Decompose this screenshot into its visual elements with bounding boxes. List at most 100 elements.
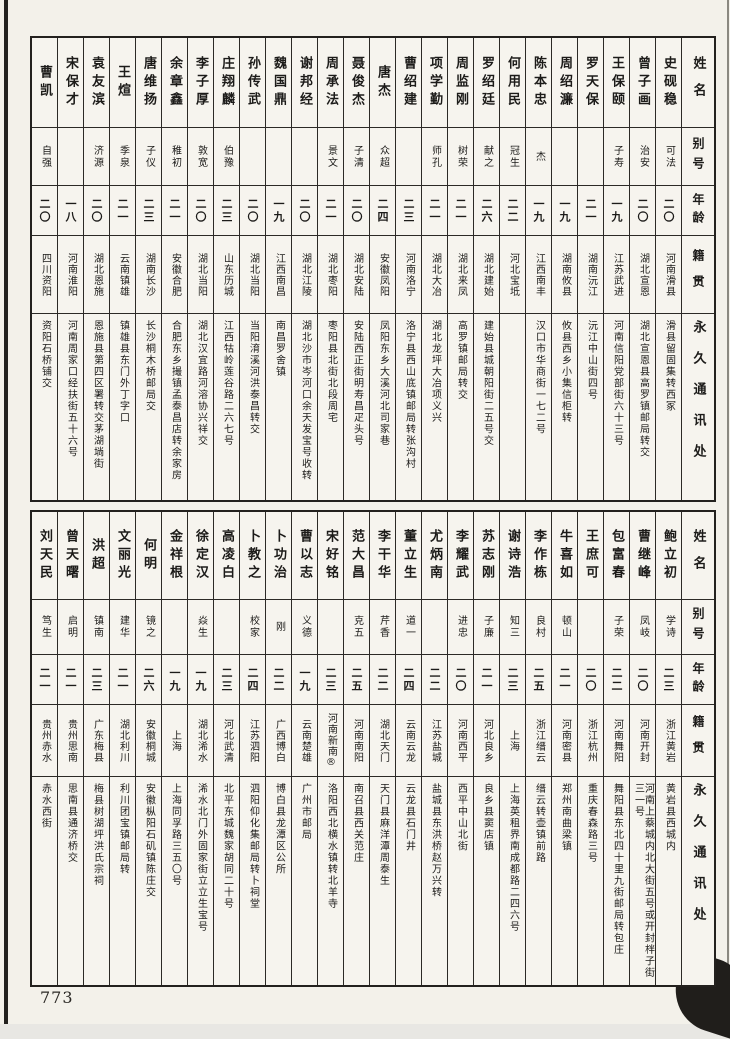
origin-cell: 江苏武进 xyxy=(604,236,629,314)
age-cell: 二二 xyxy=(266,655,291,705)
name-cell: 罗天保 xyxy=(578,38,603,128)
person-alias: 济源 xyxy=(91,144,103,169)
alias-cell: 自强 xyxy=(32,128,57,186)
alias-cell: 伯豫 xyxy=(214,128,239,186)
alias-cell: 义德 xyxy=(292,600,317,655)
origin-cell: 安徽合肥 xyxy=(162,236,187,314)
origin-cell: 湖北天门 xyxy=(370,705,395,777)
person-age: 二一 xyxy=(116,197,129,224)
age-cell: 二二 xyxy=(604,655,629,705)
origin-cell: 云南镇雄 xyxy=(110,236,135,314)
origin-cell: 湖北安陆 xyxy=(344,236,369,314)
person-address: 上海英租界南成都路二四六号 xyxy=(507,783,519,933)
person-age: 二一 xyxy=(584,197,597,224)
name-cell: 谢诗浩 xyxy=(500,512,525,600)
alias-cell xyxy=(214,600,239,655)
alias-cell: 良村 xyxy=(526,600,551,655)
name-cell: 何明 xyxy=(136,512,161,600)
name-cell: 周绍濂 xyxy=(552,38,577,128)
person-address: 河南信阳党部街六十三号 xyxy=(611,320,623,447)
person-name: 陈本忠 xyxy=(531,55,546,110)
person-alias: 众超 xyxy=(377,144,389,169)
person-address: 洛宁县西山底镇邮局转张沟村 xyxy=(403,320,415,470)
person-address: 思南县通济桥交 xyxy=(65,783,77,864)
address-cell: 汉口市华商街一七二号 xyxy=(526,314,551,500)
person-address: 西平中山北街 xyxy=(455,783,467,852)
person-age: 二五 xyxy=(350,666,363,693)
person-origin: 江苏盐城 xyxy=(429,718,441,763)
address-cell: 湖北宣恩县高罗镇邮局转交 xyxy=(630,314,655,500)
age-cell: 一九 xyxy=(292,655,317,705)
age-cell: 二一 xyxy=(110,655,135,705)
origin-cell: 湖北恩施 xyxy=(84,236,109,314)
person-alias: 子清 xyxy=(351,144,363,169)
person-origin: 湖北当阳 xyxy=(195,252,207,297)
address-cell: 资阳石桥铺交 xyxy=(32,314,57,500)
address-cell: 赤水西街 xyxy=(32,777,57,985)
person-origin: 云南镇雄 xyxy=(117,252,129,297)
person-origin: 江苏武进 xyxy=(611,252,623,297)
age-cell: 二六 xyxy=(474,186,499,236)
origin-cell: 江苏泗阳 xyxy=(240,705,265,777)
person-age: 二四 xyxy=(246,666,259,693)
header-cell-name: 姓名 xyxy=(682,38,714,128)
person-name: 曹继峰 xyxy=(635,528,650,583)
name-cell: 曹继峰 xyxy=(630,512,655,600)
person-name: 宋好铭 xyxy=(323,528,338,583)
origin-cell: 河南洛宁 xyxy=(396,236,421,314)
person-age: 一八 xyxy=(64,197,77,224)
age-cell: 二三 xyxy=(214,655,239,705)
person-origin: 河南南阳 xyxy=(351,718,363,763)
person-name: 周监刚 xyxy=(453,55,468,110)
origin-cell: 湖北浠水 xyxy=(188,705,213,777)
directory-entry-column: 尤炳南 二二 江苏盐城 盐城县东洪桥赵万兴转 xyxy=(421,512,447,985)
person-address: 安徽枞阳石矶镇陈庄交 xyxy=(143,783,155,898)
person-name: 何用民 xyxy=(505,55,520,110)
person-age: 二一 xyxy=(454,197,467,224)
alias-cell: 敦宽 xyxy=(188,128,213,186)
address-cell: 上海英租界南成都路二四六号 xyxy=(500,777,525,985)
origin-cell: 湖南长沙 xyxy=(136,236,161,314)
person-address: 广州市邮局 xyxy=(299,783,311,841)
person-origin: 湖北宣恩 xyxy=(637,252,649,297)
header-label-origin: 籍贯 xyxy=(691,248,705,301)
person-origin: 湖南沅江 xyxy=(585,252,597,297)
person-age: 一九 xyxy=(610,197,623,224)
person-alias: 启明 xyxy=(65,615,77,639)
person-alias: 景文 xyxy=(325,144,337,169)
age-cell: 二二 xyxy=(422,655,447,705)
person-name: 聂俊杰 xyxy=(349,55,364,110)
person-name: 苏志刚 xyxy=(479,528,494,583)
name-cell: 唐杰 xyxy=(370,38,395,128)
address-cell: 合肥东乡撮镇孟泰昌店转余家房 xyxy=(162,314,187,500)
address-cell: 湖北汉宜路河溶协兴祥交 xyxy=(188,314,213,500)
age-cell: 二五 xyxy=(344,655,369,705)
person-alias: 义德 xyxy=(299,615,311,639)
person-alias: 治安 xyxy=(637,144,649,169)
directory-entry-column: 卜教之 校家 二四 江苏泗阳 泗阳仰化集邮局转卜祠堂 xyxy=(239,512,265,985)
person-alias: 顿山 xyxy=(559,615,571,639)
person-alias: 树荣 xyxy=(455,144,467,169)
person-name: 洪超 xyxy=(89,537,104,574)
person-address: 滑县留固集转西冢 xyxy=(663,320,675,412)
age-cell: 二〇 xyxy=(344,186,369,236)
person-address: 泗阳仰化集邮局转卜祠堂 xyxy=(247,783,259,910)
alias-cell: 子廉 xyxy=(474,600,499,655)
origin-cell: 广东梅县 xyxy=(84,705,109,777)
person-age: 二一 xyxy=(324,197,337,224)
header-label-address: 永久通讯处 xyxy=(690,320,706,475)
header-cell-address: 永久通讯处 xyxy=(682,314,714,500)
address-cell: 洛阳西北横水镇转北羊寺 xyxy=(318,777,343,985)
address-cell: 重庆春森路三号 xyxy=(578,777,603,985)
person-name: 曾子画 xyxy=(635,55,650,110)
age-cell: 一九 xyxy=(188,655,213,705)
person-alias: 自强 xyxy=(39,144,51,169)
person-alias: 镇南 xyxy=(91,615,103,639)
person-origin: 河南西平 xyxy=(455,718,467,763)
person-age: 二〇 xyxy=(584,666,597,693)
person-alias: 子仪 xyxy=(143,144,155,169)
person-name: 余章鑫 xyxy=(167,55,182,110)
origin-cell: 河南西平 xyxy=(448,705,473,777)
alias-cell: 献之 xyxy=(474,128,499,186)
